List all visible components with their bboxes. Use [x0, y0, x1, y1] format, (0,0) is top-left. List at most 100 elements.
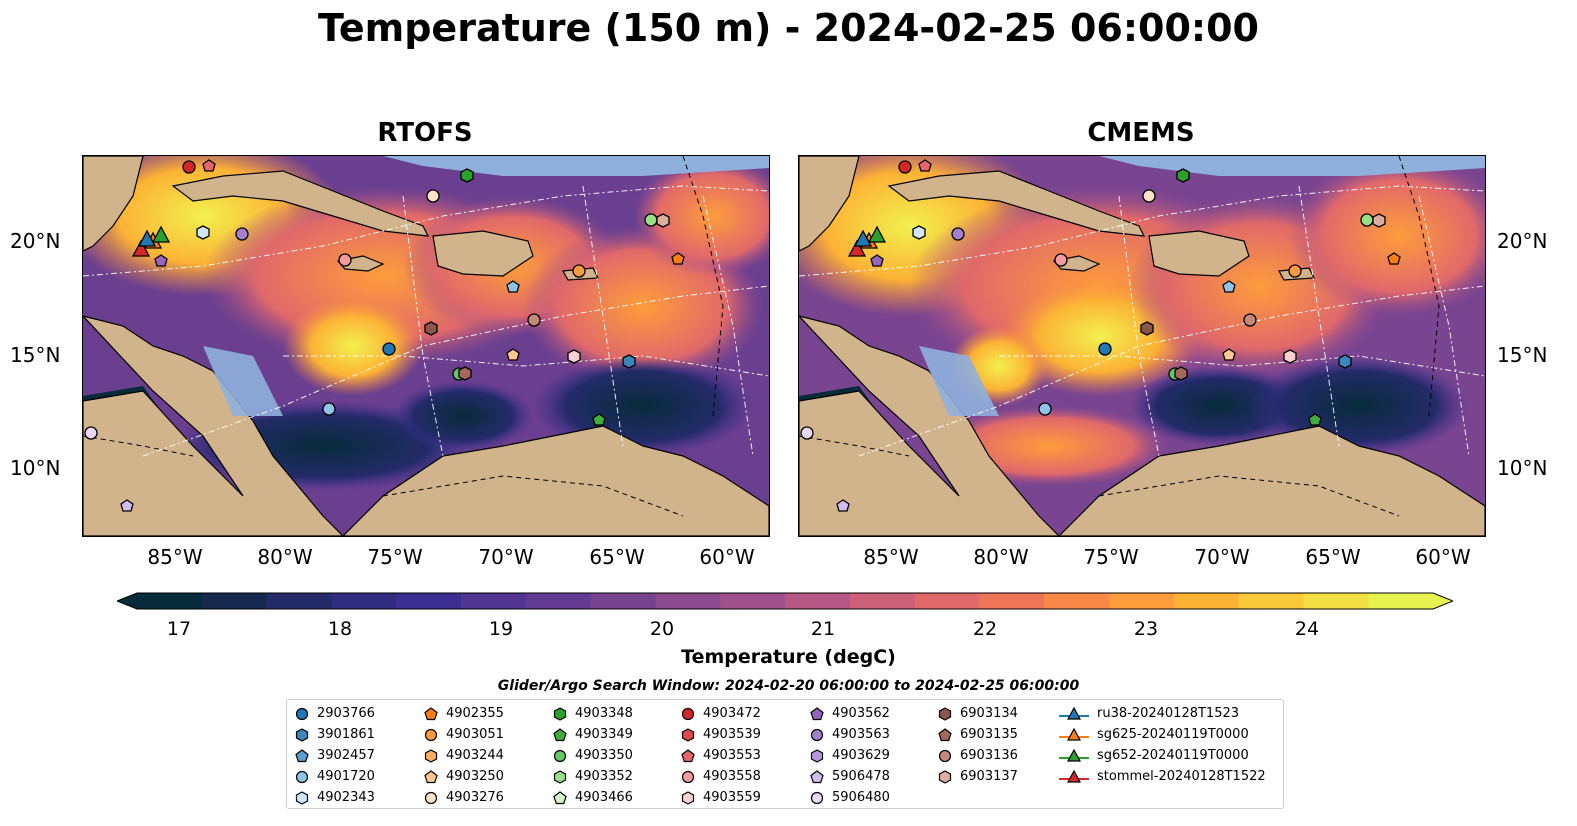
legend-entry: 5906478: [810, 766, 890, 787]
panel-title-rtofs: RTOFS: [377, 118, 473, 148]
colorbar-cell: [914, 593, 980, 609]
lon-tick-label: 65°W: [1305, 545, 1361, 569]
legend-label: 4903563: [832, 727, 890, 742]
legend-marker-icon: [295, 770, 317, 784]
legend-entry: 4903352: [553, 766, 633, 787]
legend-marker-icon: [424, 748, 446, 763]
colorbar-cell: [137, 593, 203, 609]
legend-label: 4903539: [703, 727, 761, 742]
lon-tick-label: 75°W: [367, 545, 423, 569]
legend-entry: 4903472: [681, 703, 761, 724]
colorbar-cell: [461, 593, 527, 609]
legend-label: 4903553: [703, 748, 761, 763]
legend-marker-icon: [553, 706, 575, 721]
legend-marker-icon: [1059, 727, 1097, 742]
legend-entry: 4903244: [424, 745, 504, 766]
legend-marker-icon: [681, 770, 703, 784]
legend-entry: 4901720: [295, 766, 375, 787]
colorbar-tick-label: 20: [649, 618, 675, 640]
legend-entry: 4903563: [810, 724, 890, 745]
legend-entry: 4903539: [681, 724, 761, 745]
colorbar-cell: [1044, 593, 1110, 609]
legend-marker-icon: [810, 748, 832, 763]
colorbar-tick-label: 21: [810, 618, 836, 640]
colorbar-tick-label: 18: [327, 618, 353, 640]
legend-entry: 4903553: [681, 745, 761, 766]
lon-tick-label: 80°W: [257, 545, 313, 569]
legend-entry: 4903349: [553, 724, 633, 745]
colorbar-title: Temperature (degC): [681, 646, 896, 668]
colorbar-cell: [720, 593, 786, 609]
legend-label: sg652-20240119T0000: [1097, 748, 1249, 763]
legend-marker-icon: [424, 706, 446, 721]
colorbar-outline: [117, 592, 1453, 610]
legend-label: sg625-20240119T0000: [1097, 727, 1249, 742]
legend-entry: 6903136: [938, 745, 1018, 766]
colorbar-cell: [331, 593, 397, 609]
legend-marker-icon: [553, 749, 575, 763]
lon-tick-label: 65°W: [589, 545, 645, 569]
figure-title: Temperature (150 m) - 2024-02-25 06:00:0…: [317, 6, 1259, 50]
legend-marker-icon: [424, 728, 446, 742]
legend-entry: 4903250: [424, 766, 504, 787]
legend-label: 5906478: [832, 769, 890, 784]
legend-label: 4903466: [575, 790, 633, 805]
legend-entry: sg652-20240119T0000: [1059, 745, 1249, 766]
legend-marker-icon: [810, 791, 832, 805]
legend-label: 3902457: [317, 748, 375, 763]
legend-marker-icon: [681, 748, 703, 763]
legend-entry: 4903562: [810, 703, 890, 724]
legend-label: 6903137: [960, 769, 1018, 784]
legend-entry: 4903629: [810, 745, 890, 766]
colorbar-cell: [1368, 593, 1434, 609]
colorbar-cell: [655, 593, 721, 609]
legend-label: 4903244: [446, 748, 504, 763]
colorbar-cell: [590, 593, 656, 609]
legend-entry: 6903137: [938, 766, 1018, 787]
legend-marker-icon: [681, 727, 703, 742]
legend-label: 4903250: [446, 769, 504, 784]
legend-marker-icon: [295, 790, 317, 805]
legend-entry: 4903350: [553, 745, 633, 766]
colorbar-cell: [525, 593, 592, 609]
colorbar-cell: [396, 593, 462, 609]
legend-label: 3901861: [317, 727, 375, 742]
legend-title: Glider/Argo Search Window: 2024-02-20 06…: [497, 678, 1080, 694]
legend-label: 4903559: [703, 790, 761, 805]
legend-label: stommel-20240128T1522: [1097, 769, 1266, 784]
legend-entry: 4903466: [553, 787, 633, 808]
colorbar-cell: [1109, 593, 1175, 609]
legend-marker-icon: [295, 727, 317, 742]
map-cmems-canvas: [799, 156, 1485, 536]
lat-tick-label: 10°N: [10, 456, 61, 480]
legend-entry: 5906480: [810, 787, 890, 808]
legend-label: 4903352: [575, 769, 633, 784]
colorbar-cell: [785, 593, 851, 609]
legend-marker-icon: [810, 769, 832, 784]
colorbar-cell: [1238, 593, 1304, 609]
legend-marker-icon: [938, 727, 960, 742]
legend-marker-icon: [681, 707, 703, 721]
legend-label: 4902355: [446, 706, 504, 721]
panel-title-cmems: CMEMS: [1087, 118, 1195, 148]
legend-entry: 4903558: [681, 766, 761, 787]
legend-marker-icon: [553, 790, 575, 805]
legend-entry: 6903135: [938, 724, 1018, 745]
lat-tick-label: 15°N: [10, 343, 61, 367]
legend: 2903766 3901861 3902457 4901720 4902343 49023…: [286, 699, 1284, 809]
legend-marker-icon: [1059, 769, 1097, 784]
map-rtofs: [82, 155, 770, 537]
lon-tick-label: 85°W: [147, 545, 203, 569]
legend-label: 4903348: [575, 706, 633, 721]
legend-marker-icon: [938, 749, 960, 763]
legend-entry: 3901861: [295, 724, 375, 745]
legend-label: 4903051: [446, 727, 504, 742]
colorbar-tick-label: 23: [1133, 618, 1159, 640]
lon-tick-label: 70°W: [1194, 545, 1250, 569]
lat-tick-label: 20°N: [1497, 229, 1548, 253]
colorbar-cell: [1303, 593, 1369, 609]
legend-label: 6903136: [960, 748, 1018, 763]
legend-marker-icon: [424, 769, 446, 784]
colorbar-cell: [1173, 593, 1240, 609]
lon-tick-label: 60°W: [699, 545, 755, 569]
